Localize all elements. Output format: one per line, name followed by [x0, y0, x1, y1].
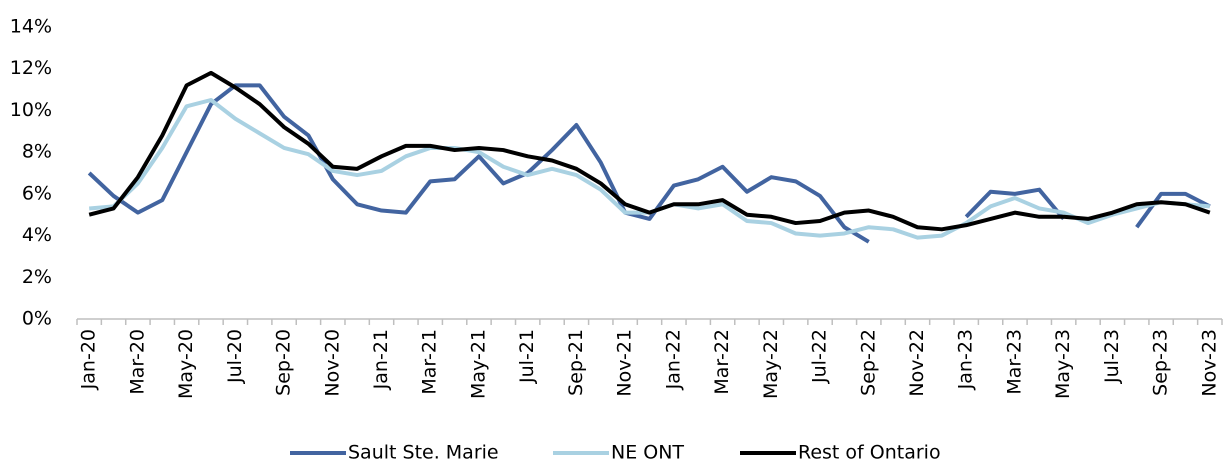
y-tick-label: 2%	[22, 266, 52, 288]
x-tick-label: Nov-22	[906, 329, 928, 397]
series-line	[1135, 191, 1211, 229]
x-tick-label: Jan-22	[662, 329, 684, 390]
x-tick-label: May-20	[175, 329, 197, 399]
y-tick-label: 14%	[10, 16, 52, 38]
legend-label: Sault Ste. Marie	[348, 442, 499, 464]
x-tick-label: Nov-20	[321, 329, 343, 397]
x-tick-label: Jan-23	[955, 329, 977, 390]
x-tick-label: May-21	[467, 329, 489, 399]
y-tick-label: 12%	[10, 57, 52, 79]
x-tick-label: Sep-20	[273, 329, 295, 396]
x-tick-label: Jul-23	[1101, 329, 1123, 384]
x-tick-label: Sep-22	[857, 329, 879, 396]
x-tick-label: Sep-23	[1150, 329, 1172, 396]
x-tick-label: Jan-21	[370, 329, 392, 390]
y-tick-label: 8%	[22, 141, 52, 163]
legend-label: Rest of Ontario	[798, 442, 941, 464]
series-line	[87, 83, 870, 244]
legend-label: NE ONT	[611, 442, 684, 464]
x-tick-label: May-23	[1052, 329, 1074, 399]
y-tick-label: 0%	[22, 308, 52, 330]
series-line	[964, 187, 1066, 221]
x-tick-label: Mar-21	[419, 329, 441, 395]
y-tick-label: 4%	[22, 224, 52, 246]
y-tick-label: 10%	[10, 99, 52, 121]
x-tick-label: Jul-20	[224, 329, 246, 384]
x-tick-label: Jul-21	[516, 329, 538, 384]
x-tick-label: Nov-21	[614, 329, 636, 397]
y-tick-label: 6%	[22, 182, 52, 204]
x-tick-label: May-22	[760, 329, 782, 399]
x-tick-label: Sep-21	[565, 329, 587, 396]
x-tick-label: Nov-23	[1198, 329, 1220, 397]
series-line	[88, 70, 1211, 232]
x-tick-label: Mar-23	[1003, 329, 1025, 395]
x-tick-label: Jul-22	[809, 329, 831, 384]
x-tick-label: Jan-20	[78, 329, 100, 390]
x-tick-label: Mar-20	[126, 329, 148, 395]
x-tick-label: Mar-22	[711, 329, 733, 395]
